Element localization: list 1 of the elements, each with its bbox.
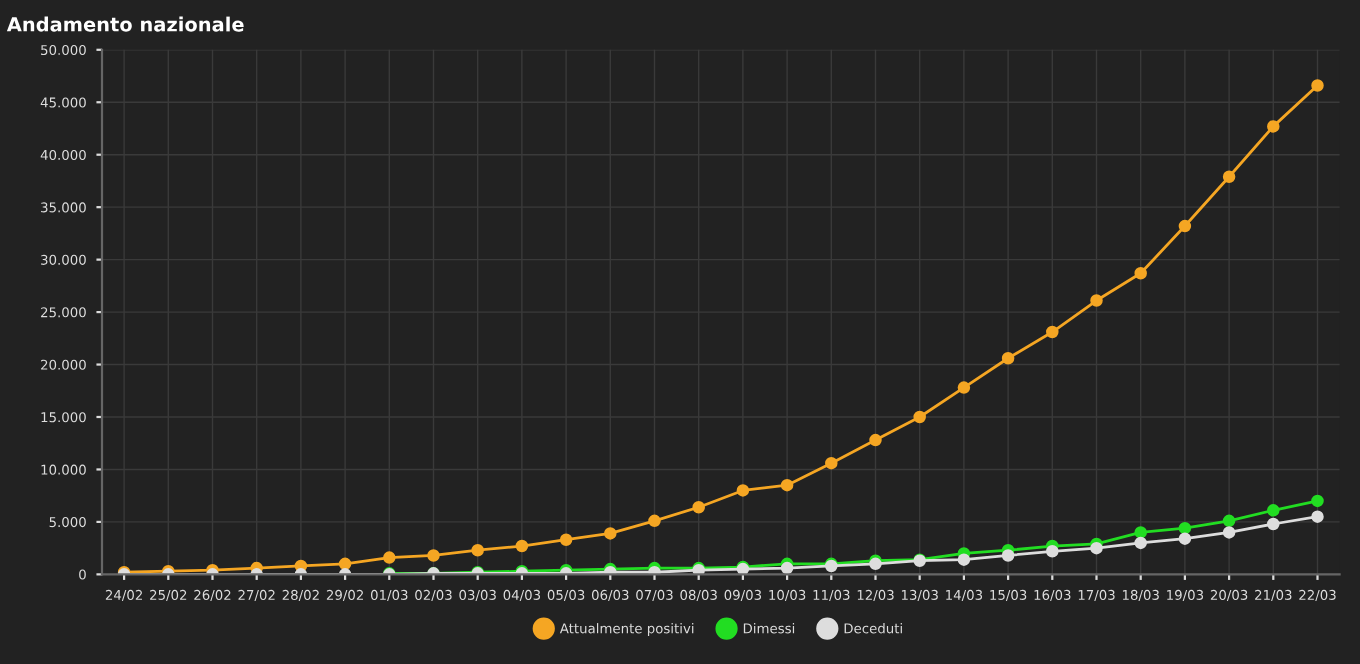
chart-title: Andamento nazionale [6, 16, 244, 32]
